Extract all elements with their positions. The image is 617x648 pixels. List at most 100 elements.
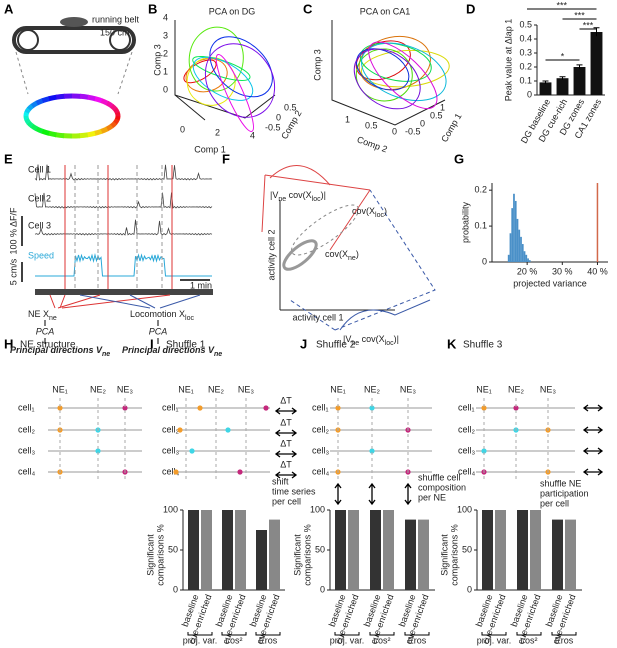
label: PCA bbox=[149, 326, 168, 336]
shift-label: ΔT bbox=[280, 438, 292, 448]
y-tick-label: 0.3 bbox=[519, 47, 532, 57]
arrow bbox=[274, 407, 298, 415]
tick-label: 1 bbox=[440, 102, 445, 112]
shift-label: ΔT bbox=[280, 459, 292, 469]
y-tick-label: 50 bbox=[168, 544, 178, 554]
axis-label: Comp 2 bbox=[279, 109, 303, 141]
bar bbox=[188, 510, 199, 590]
cell-label: cell₁ bbox=[18, 402, 35, 412]
ne-dot bbox=[481, 405, 487, 411]
scale-label: 1 min bbox=[190, 280, 212, 290]
group-label: proj. var. bbox=[183, 635, 218, 645]
scale-label: 100 % ΔF/F bbox=[8, 207, 18, 255]
cell-label: cell₄ bbox=[18, 466, 36, 476]
trajectory bbox=[353, 48, 421, 110]
text-part: cov(X bbox=[352, 206, 375, 216]
text-part: loc bbox=[185, 315, 194, 322]
scale-label: 5 cm/s bbox=[8, 258, 18, 285]
track-segment bbox=[47, 130, 57, 138]
bar bbox=[556, 78, 569, 95]
note: composition bbox=[418, 482, 466, 492]
text-part: )| bbox=[321, 190, 326, 200]
tick-label: -0.5 bbox=[265, 122, 281, 132]
error-bar bbox=[576, 64, 583, 70]
hist-bar bbox=[509, 233, 512, 262]
text-part: ne bbox=[348, 255, 356, 262]
bar bbox=[565, 519, 576, 590]
axis-label: Comp 3 bbox=[152, 44, 162, 76]
track-segment bbox=[79, 132, 89, 139]
cell-label: cell₄ bbox=[458, 466, 476, 476]
hist-bar bbox=[511, 208, 514, 262]
ne-dot bbox=[369, 405, 375, 411]
panel-letter: G bbox=[454, 151, 464, 166]
note: per NE bbox=[418, 492, 446, 502]
ne-dot bbox=[177, 427, 183, 433]
trace bbox=[34, 219, 213, 236]
trajectory bbox=[215, 53, 254, 132]
title: Shuffle 2 bbox=[316, 340, 356, 351]
trajectories bbox=[353, 35, 450, 110]
x-axis-label: projected variance bbox=[513, 278, 587, 288]
shift-label: ΔT bbox=[280, 417, 292, 427]
label: |Vne cov(Xloc)| bbox=[270, 190, 326, 203]
trace bbox=[34, 192, 213, 209]
panel-letter: F bbox=[222, 151, 230, 166]
hist-bar bbox=[513, 193, 515, 262]
cell-label: cell₁ bbox=[458, 402, 475, 412]
bar bbox=[370, 510, 381, 590]
track-segment bbox=[48, 94, 58, 102]
label: 150 cm bbox=[100, 27, 130, 37]
tick-label: 0.5 bbox=[284, 102, 297, 112]
text-part: |V bbox=[343, 334, 351, 344]
ne-dot bbox=[369, 448, 375, 454]
speed-trace bbox=[35, 253, 212, 277]
ne-label: NE₂ bbox=[508, 384, 525, 394]
bar bbox=[201, 510, 212, 590]
bar bbox=[482, 510, 493, 590]
cell-label: Cell 3 bbox=[28, 220, 51, 230]
track-segment bbox=[110, 104, 118, 112]
text-part: ne bbox=[278, 196, 286, 203]
bar bbox=[405, 519, 416, 590]
trajectory bbox=[192, 56, 254, 101]
group-bracket bbox=[221, 632, 247, 636]
group-label: cos² bbox=[225, 635, 242, 645]
y-tick-label: 100 bbox=[310, 504, 325, 514]
y-axis-label: Significant bbox=[439, 534, 449, 576]
track-segment bbox=[24, 107, 31, 114]
trajectory bbox=[360, 49, 450, 88]
group-label: cos² bbox=[373, 635, 390, 645]
panel-letter: K bbox=[447, 336, 457, 351]
track-segment bbox=[35, 98, 44, 106]
title: NE structure bbox=[20, 340, 76, 351]
arrow bbox=[404, 482, 412, 506]
track-segment bbox=[26, 120, 34, 128]
hist-bar bbox=[518, 229, 521, 262]
bar bbox=[590, 32, 603, 95]
text-part: cov(X bbox=[325, 249, 348, 259]
track-segment bbox=[35, 126, 44, 134]
note: participation bbox=[540, 488, 589, 498]
ne-label: NE₁ bbox=[330, 384, 346, 394]
bar bbox=[222, 510, 233, 590]
hist-bar bbox=[527, 258, 529, 262]
label: running belt bbox=[92, 14, 140, 24]
speed-label: Speed bbox=[28, 250, 54, 260]
cell-label: cell₁ bbox=[162, 402, 179, 412]
ne-dot bbox=[57, 405, 63, 411]
y-axis-label: Significant bbox=[145, 534, 155, 576]
track-segment bbox=[26, 103, 35, 111]
y-tick-label: 0.5 bbox=[519, 19, 532, 29]
tick-label: 4 bbox=[163, 12, 168, 22]
label: Locomotion Xloc bbox=[130, 309, 194, 322]
track-segment bbox=[93, 128, 103, 136]
track-segment bbox=[114, 111, 121, 117]
text-part: Principal directions V bbox=[122, 345, 215, 355]
y-tick-label: 0.1 bbox=[474, 220, 487, 230]
projection-sketch bbox=[261, 165, 436, 331]
ne-label: NE₁ bbox=[178, 384, 194, 394]
axis-label: activity cell 1 bbox=[292, 312, 343, 322]
text-part: )| bbox=[394, 334, 399, 344]
ne-label: NE₃ bbox=[238, 384, 255, 394]
